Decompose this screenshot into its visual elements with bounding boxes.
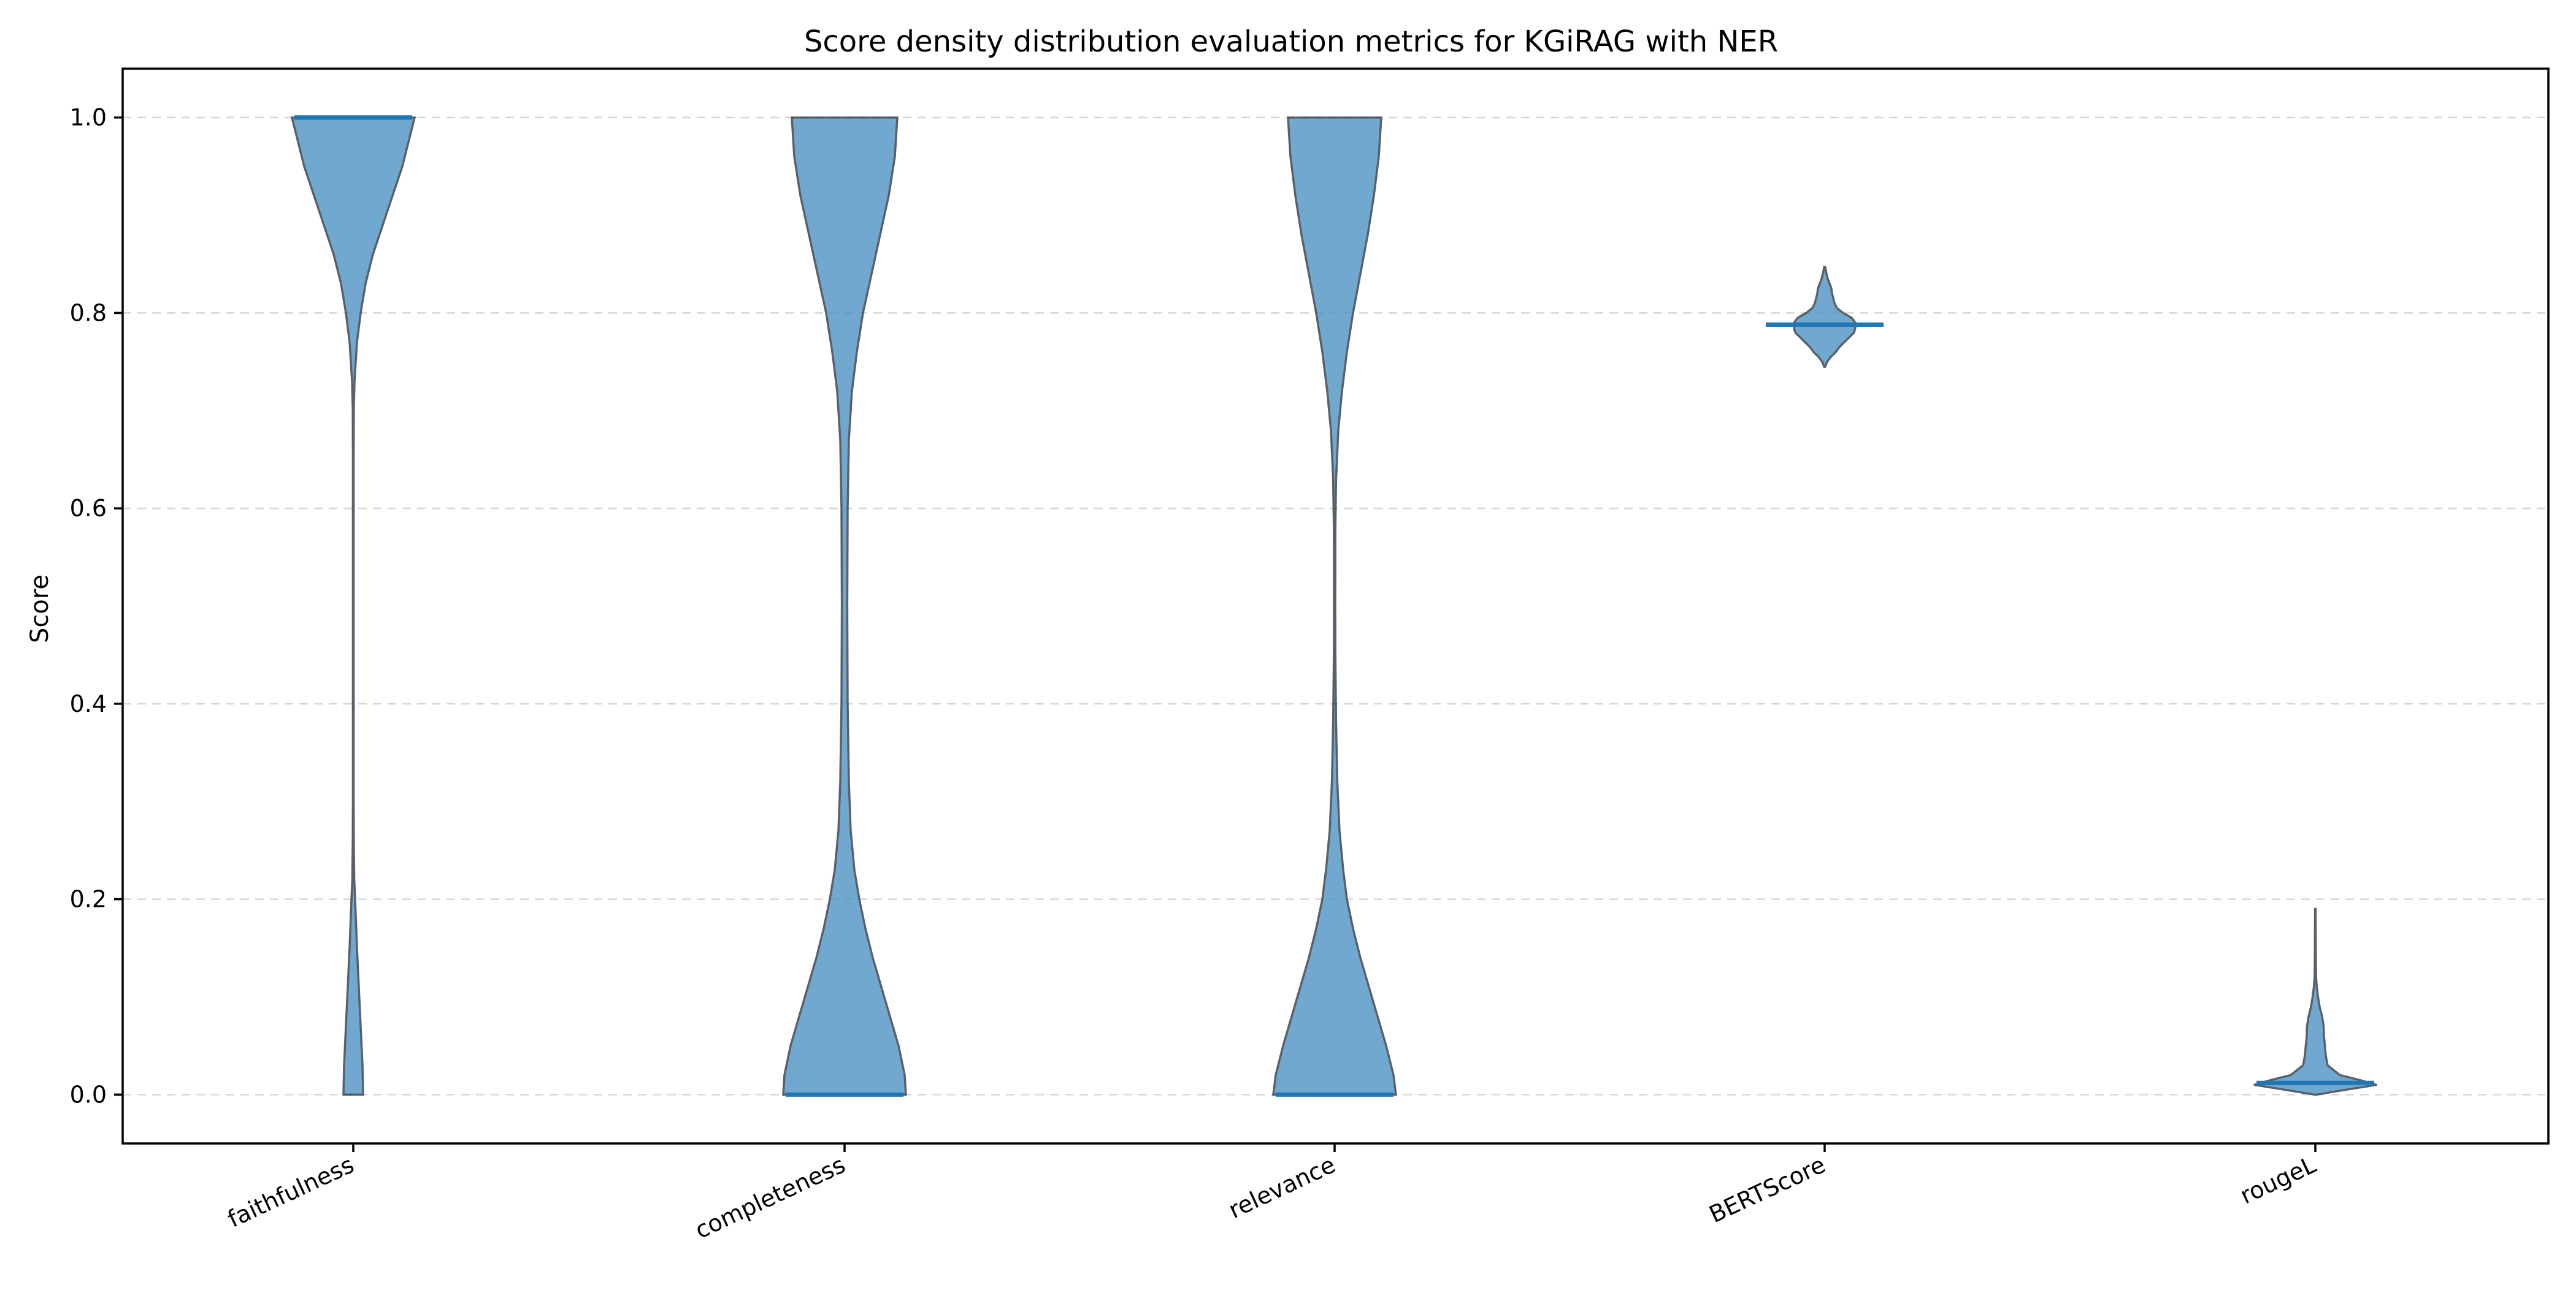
x-tick-label-faithfulness: faithfulness	[224, 1151, 358, 1232]
y-axis-label: Score	[26, 574, 54, 643]
y-tick-label: 0.4	[70, 690, 107, 717]
y-axis-ticks: 0.0 0.2 0.4 0.6 0.8 1.0	[70, 104, 123, 1108]
x-axis-ticks: faithfulness completeness relevance BERTSco…	[224, 1143, 2320, 1244]
x-tick-label-relevance: relevance	[1224, 1151, 1339, 1224]
y-tick-label: 0.2	[70, 886, 107, 913]
violin-completeness	[782, 116, 907, 1096]
y-tick-label: 0.8	[70, 299, 107, 326]
chart-title: Score density distribution evaluation me…	[804, 25, 1778, 59]
x-tick-label-rougel: rougeL	[2236, 1151, 2320, 1209]
x-tick-label-bertscore: BERTScore	[1705, 1151, 1830, 1228]
violin-rougel	[2253, 907, 2377, 1096]
violin-faithfulness	[290, 116, 416, 1096]
x-tick-label-completeness: completeness	[691, 1151, 849, 1244]
violin-relevance	[1272, 116, 1397, 1096]
violins	[290, 115, 2377, 1097]
y-tick-label: 1.0	[70, 104, 107, 131]
y-tick-label: 0.6	[70, 495, 107, 522]
y-tick-label: 0.0	[70, 1081, 107, 1108]
violin-bertscore	[1793, 265, 1857, 368]
